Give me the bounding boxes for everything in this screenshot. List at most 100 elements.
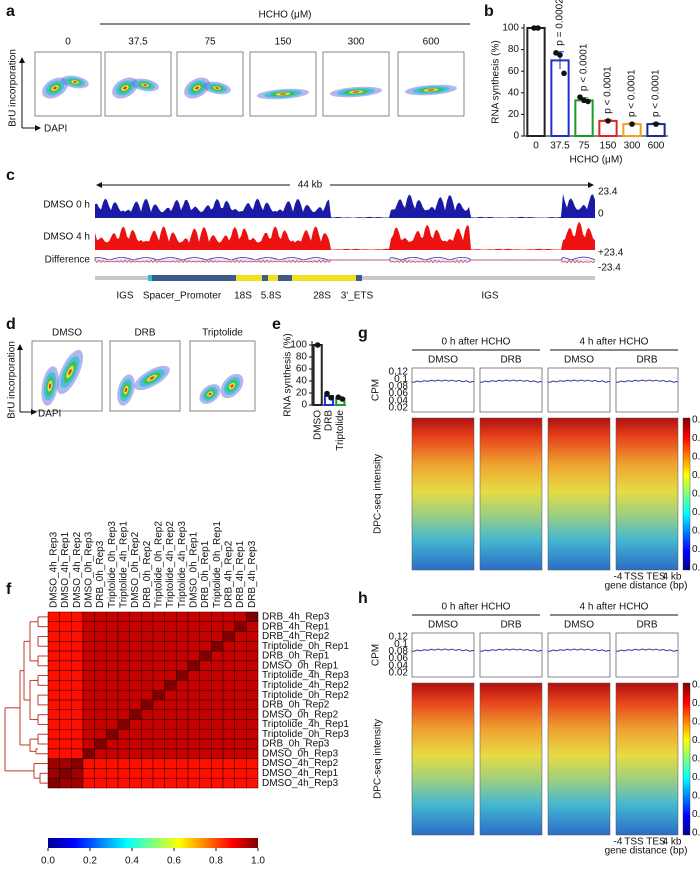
colorbar-label: 0.08: [692, 452, 700, 463]
profile-line: [547, 648, 611, 652]
density-blob: [53, 86, 57, 90]
colorbar: [48, 838, 258, 848]
heatmap-cell: [141, 670, 154, 681]
colorbar-label: 0.2: [83, 856, 97, 867]
track-label: DMSO 0 h: [43, 200, 90, 211]
condition-label: DMSO: [428, 355, 458, 366]
heatmap-cell: [117, 738, 130, 750]
column-label: DRB_0h_Rep3: [95, 540, 106, 608]
heatmap-cell: [141, 729, 154, 740]
heatmap-cell: [106, 719, 119, 730]
heatmap-cell: [222, 621, 235, 632]
heatmap-cell: [246, 748, 259, 759]
heatmap-cell: [106, 699, 119, 711]
flow-plot: [189, 340, 256, 412]
heatmap-cell: [187, 621, 200, 632]
x-tick-label: 600: [648, 141, 665, 152]
heatmap-cell: [164, 729, 177, 740]
heatmap-cell: [176, 768, 189, 779]
heatmap-cell: [141, 719, 154, 730]
heatmap-cell: [152, 611, 165, 623]
panel-letter: h: [358, 590, 368, 607]
heatmap-cell: [94, 768, 107, 779]
heatmap-cell: [222, 641, 235, 652]
heatmap-cell: [234, 670, 247, 681]
y-tick-label: 40: [508, 87, 520, 98]
heatmap-cell: [176, 709, 189, 720]
heatmap-cell: [164, 650, 177, 662]
heatmap-cell: [141, 689, 154, 701]
heatmap-cell: [129, 777, 142, 789]
region-label: 18S: [234, 291, 252, 302]
heatmap-cell: [71, 709, 84, 720]
heatmap-cell: [211, 709, 224, 720]
heatmap-cell: [106, 689, 119, 701]
heatmap-cell: [211, 641, 224, 652]
heatmap-cell: [199, 748, 212, 759]
heatmap-cell: [59, 738, 72, 750]
heatmap-cell: [71, 611, 84, 623]
bar: [312, 344, 323, 406]
panel-letter: e: [272, 316, 281, 333]
heatmap-cell: [59, 768, 72, 779]
heatmap-cell: [141, 777, 154, 789]
heatmap-cell: [187, 719, 200, 730]
heatmap-cell: [59, 777, 72, 789]
heatmap-cell: [199, 621, 212, 632]
heatmap-cell: [71, 631, 84, 642]
heatmap-cell: [176, 777, 189, 789]
heatmap-cell: [152, 768, 165, 779]
heatmap-cell: [164, 631, 177, 642]
x-tick-label: Triptolide: [335, 410, 346, 451]
heatmap-cell: [211, 729, 224, 740]
row-label: DMSO_4h_Rep2: [262, 758, 339, 769]
y-tick-label: 0.02: [389, 668, 409, 679]
heatmap-cell: [187, 729, 200, 740]
heatmap-cell: [187, 650, 200, 662]
heatmap-cell: [222, 738, 235, 750]
column-label: DMSO_4h_Rep2: [72, 531, 83, 608]
heatmap-cell: [106, 650, 119, 662]
heatmap-cell: [222, 699, 235, 711]
density-blob: [48, 383, 52, 389]
y-tick-label: 0.08: [389, 646, 409, 657]
heatmap-cell: [152, 621, 165, 632]
column-label: DMSO_0h_Rep1: [188, 531, 199, 608]
heatmap-cell: [199, 738, 212, 750]
heatmap-cell: [141, 738, 154, 750]
row-label: DRB_4h_Rep3: [262, 612, 330, 623]
heatmap-cell: [117, 719, 130, 730]
row-label: DRB_0h_Rep1: [262, 651, 330, 662]
column-label: Triptolide_4h_Rep3: [177, 521, 188, 608]
y-axis-label: BrU incorporation: [8, 49, 19, 127]
heatmap-cell: [246, 660, 259, 671]
region-label: IGS: [481, 291, 499, 302]
heatmap-cell: [176, 621, 189, 632]
heatmap-cell: [211, 719, 224, 730]
profile-box: [411, 632, 475, 678]
heatmap-cell: [222, 777, 235, 789]
heatmap-cell: [82, 631, 95, 642]
colorbar-label: 0.06: [692, 754, 700, 765]
panel-letter: g: [358, 325, 368, 342]
replicate-point: [629, 121, 635, 127]
replicate-point: [605, 118, 611, 124]
y-tick-label: 20: [508, 109, 520, 120]
heatmap-cell: [129, 738, 142, 750]
heatmap-cell: [199, 631, 212, 642]
y-tick-label: 100: [502, 23, 519, 34]
heatmap-cell: [141, 699, 154, 711]
scale-label: 23.4: [598, 187, 618, 198]
y-axis-label: CPM: [371, 644, 382, 666]
heatmap-cell: [199, 709, 212, 720]
heatmap-cell: [246, 719, 259, 730]
heatmap-cell: [222, 611, 235, 623]
colorbar-label: 0.02: [692, 828, 700, 839]
heatmap-cell: [117, 641, 130, 652]
heatmap-cell: [129, 719, 142, 730]
density-blob: [427, 89, 435, 91]
heatmap-cell: [47, 689, 60, 701]
x-tick-label: -4: [614, 572, 623, 583]
x-axis-label: DAPI: [38, 409, 61, 420]
heatmap-cell: [47, 768, 60, 779]
